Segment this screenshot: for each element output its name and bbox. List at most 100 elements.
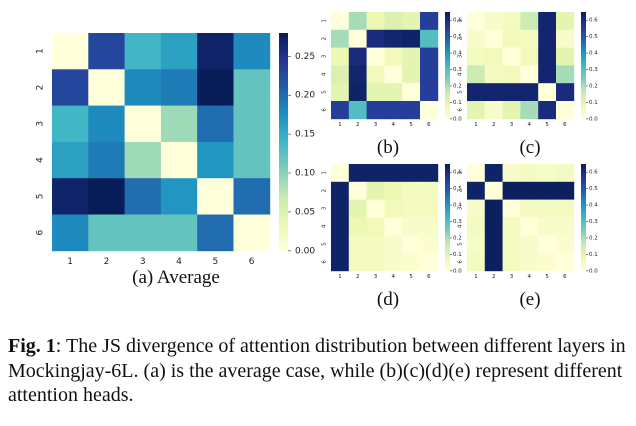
heatmap-b-cell-r6-c2 bbox=[348, 101, 367, 120]
heatmap-d-cell-r6-c5 bbox=[402, 253, 421, 272]
heatmap-b-cell-r2-c6 bbox=[420, 29, 439, 48]
heatmap-e-cell-r3-c2 bbox=[484, 199, 503, 218]
heatmap-a-cell-r5-c3 bbox=[124, 178, 162, 215]
colorbar-b bbox=[445, 12, 450, 119]
heatmap-d-xtick-6: 6 bbox=[427, 274, 431, 280]
heatmap-a-cell-r3-c3 bbox=[124, 105, 162, 143]
heatmap-e-cell-r5-c1 bbox=[467, 235, 486, 254]
heatmap-a-cell-r4-c4 bbox=[160, 141, 198, 179]
colorbar-b-tick-6: 0.6 bbox=[453, 18, 462, 24]
heatmap-c-cell-r2-c5 bbox=[538, 29, 557, 48]
heatmap-a-cell-r1-c5 bbox=[197, 33, 234, 70]
colorbar-c-tick-5: 0.5 bbox=[589, 34, 598, 40]
heatmap-d-cell-r2-c2 bbox=[348, 181, 367, 200]
heatmap-b-xtick-5: 5 bbox=[409, 122, 413, 128]
colorbar-d-tick-5: 0.5 bbox=[453, 186, 462, 192]
heatmap-e-cell-r2-c6 bbox=[556, 181, 575, 200]
heatmap-e-xtick-2: 2 bbox=[492, 274, 496, 280]
heatmap-b-cell-r5-c6 bbox=[420, 83, 439, 102]
heatmap-c-cell-r5-c4 bbox=[520, 83, 539, 102]
subcaption-e: (e) bbox=[519, 289, 540, 310]
heatmap-a-ytick-4: 4 bbox=[36, 157, 46, 163]
heatmap-e-cell-r5-c6 bbox=[556, 235, 575, 254]
heatmap-c-cell-r4-c6 bbox=[556, 65, 575, 84]
heatmap-d-ytick-2: 2 bbox=[322, 189, 328, 193]
colorbar-e bbox=[581, 164, 586, 271]
heatmap-b-cell-r6-c1 bbox=[331, 101, 350, 120]
heatmap-c-cell-r1-c1 bbox=[467, 12, 486, 31]
heatmap-c-cell-r4-c2 bbox=[484, 65, 503, 84]
subcaption-a: (a) Average bbox=[132, 267, 220, 288]
heatmap-d-cell-r6-c4 bbox=[384, 253, 403, 272]
heatmap-a-cell-r2-c2 bbox=[88, 69, 125, 106]
heatmap-e-ytick-2: 2 bbox=[458, 189, 464, 193]
heatmap-d-cell-r3-c6 bbox=[420, 199, 439, 218]
heatmap-d-cell-r5-c1 bbox=[331, 235, 350, 254]
heatmap-d-cell-r2-c1 bbox=[331, 181, 350, 200]
colorbar-c-tick-2: 0.2 bbox=[589, 83, 598, 89]
colorbar-a-tick-3: 0.15 bbox=[295, 130, 315, 140]
heatmap-b-xtick-2: 2 bbox=[356, 122, 360, 128]
heatmap-a-xtick-3: 3 bbox=[140, 257, 146, 267]
heatmap-e-cell-r3-c4 bbox=[520, 199, 539, 218]
heatmap-c-cell-r3-c2 bbox=[484, 47, 503, 66]
heatmap-c-cell-r6-c3 bbox=[502, 101, 521, 120]
heatmap-b-cell-r4-c3 bbox=[366, 65, 385, 84]
heatmap-b-cell-r3-c1 bbox=[331, 47, 350, 66]
heatmap-a-xtick-4: 4 bbox=[176, 257, 182, 267]
heatmap-d-xtick-1: 1 bbox=[338, 274, 342, 280]
heatmap-b-cell-r1-c3 bbox=[366, 12, 385, 31]
heatmap-c-cell-r2-c1 bbox=[467, 29, 486, 48]
heatmap-e-cell-r1-c4 bbox=[520, 164, 539, 183]
heatmap-a-cell-r4-c1 bbox=[52, 141, 89, 179]
heatmap-b-cell-r4-c1 bbox=[331, 65, 350, 84]
heatmap-c-cell-r5-c3 bbox=[502, 83, 521, 102]
heatmap-c-xtick-4: 4 bbox=[528, 122, 532, 128]
colorbar-a-tick-4: 0.20 bbox=[295, 91, 315, 101]
heatmap-c-cell-r4-c5 bbox=[538, 65, 557, 84]
colorbar-e-tick-0: 0.0 bbox=[589, 268, 598, 274]
heatmap-b-cell-r6-c3 bbox=[366, 101, 385, 120]
heatmap-b-cell-r4-c5 bbox=[402, 65, 421, 84]
heatmap-b-ytick-6: 6 bbox=[322, 108, 328, 112]
colorbar-a-tick-2: 0.10 bbox=[295, 169, 315, 179]
heatmap-a-cell-r6-c6 bbox=[233, 214, 271, 252]
heatmap-b-ytick-4: 4 bbox=[322, 72, 328, 76]
heatmap-b-xtick-3: 3 bbox=[374, 122, 378, 128]
heatmap-a-cell-r6-c4 bbox=[160, 214, 198, 252]
heatmap-c-cell-r2-c2 bbox=[484, 29, 503, 48]
heatmap-b-cell-r2-c1 bbox=[331, 29, 350, 48]
heatmap-c-cell-r2-c6 bbox=[556, 29, 575, 48]
heatmap-d-cell-r1-c1 bbox=[331, 164, 350, 183]
heatmap-e-cell-r5-c3 bbox=[502, 235, 521, 254]
heatmap-d-cell-r1-c3 bbox=[366, 164, 385, 183]
heatmap-b-xtick-6: 6 bbox=[427, 122, 431, 128]
heatmap-d-cell-r4-c5 bbox=[402, 217, 421, 236]
heatmap-e-cell-r6-c4 bbox=[520, 253, 539, 272]
heatmap-d-cell-r5-c6 bbox=[420, 235, 439, 254]
heatmap-c-cell-r4-c4 bbox=[520, 65, 539, 84]
heatmap-a-xtick-5: 5 bbox=[212, 257, 218, 267]
heatmap-c-cell-r3-c3 bbox=[502, 47, 521, 66]
heatmap-e-cell-r3-c3 bbox=[502, 199, 521, 218]
heatmap-b-cell-r4-c2 bbox=[348, 65, 367, 84]
heatmap-a-cell-r2-c6 bbox=[233, 69, 271, 106]
heatmap-d-xtick-4: 4 bbox=[392, 274, 396, 280]
caption-label: Fig. 1 bbox=[8, 335, 56, 357]
heatmap-e-cell-r2-c2 bbox=[484, 181, 503, 200]
heatmap-b-cell-r3-c5 bbox=[402, 47, 421, 66]
heatmap-c-cell-r3-c5 bbox=[538, 47, 557, 66]
heatmap-c-cell-r6-c4 bbox=[520, 101, 539, 120]
heatmap-a-cell-r2-c4 bbox=[160, 69, 198, 106]
heatmap-b-cell-r1-c4 bbox=[384, 12, 403, 31]
colorbar-d bbox=[445, 164, 450, 271]
colorbar-b-tick-5: 0.5 bbox=[453, 34, 462, 40]
heatmap-a-cell-r5-c4 bbox=[160, 178, 198, 215]
colorbar-d-tick-6: 0.6 bbox=[453, 170, 462, 176]
heatmap-c-xtick-6: 6 bbox=[563, 122, 567, 128]
heatmap-d-cell-r6-c2 bbox=[348, 253, 367, 272]
heatmap-c-cell-r1-c4 bbox=[520, 12, 539, 31]
heatmap-b-cell-r6-c6 bbox=[420, 101, 439, 120]
colorbar-b-tick-0: 0.0 bbox=[453, 116, 462, 122]
